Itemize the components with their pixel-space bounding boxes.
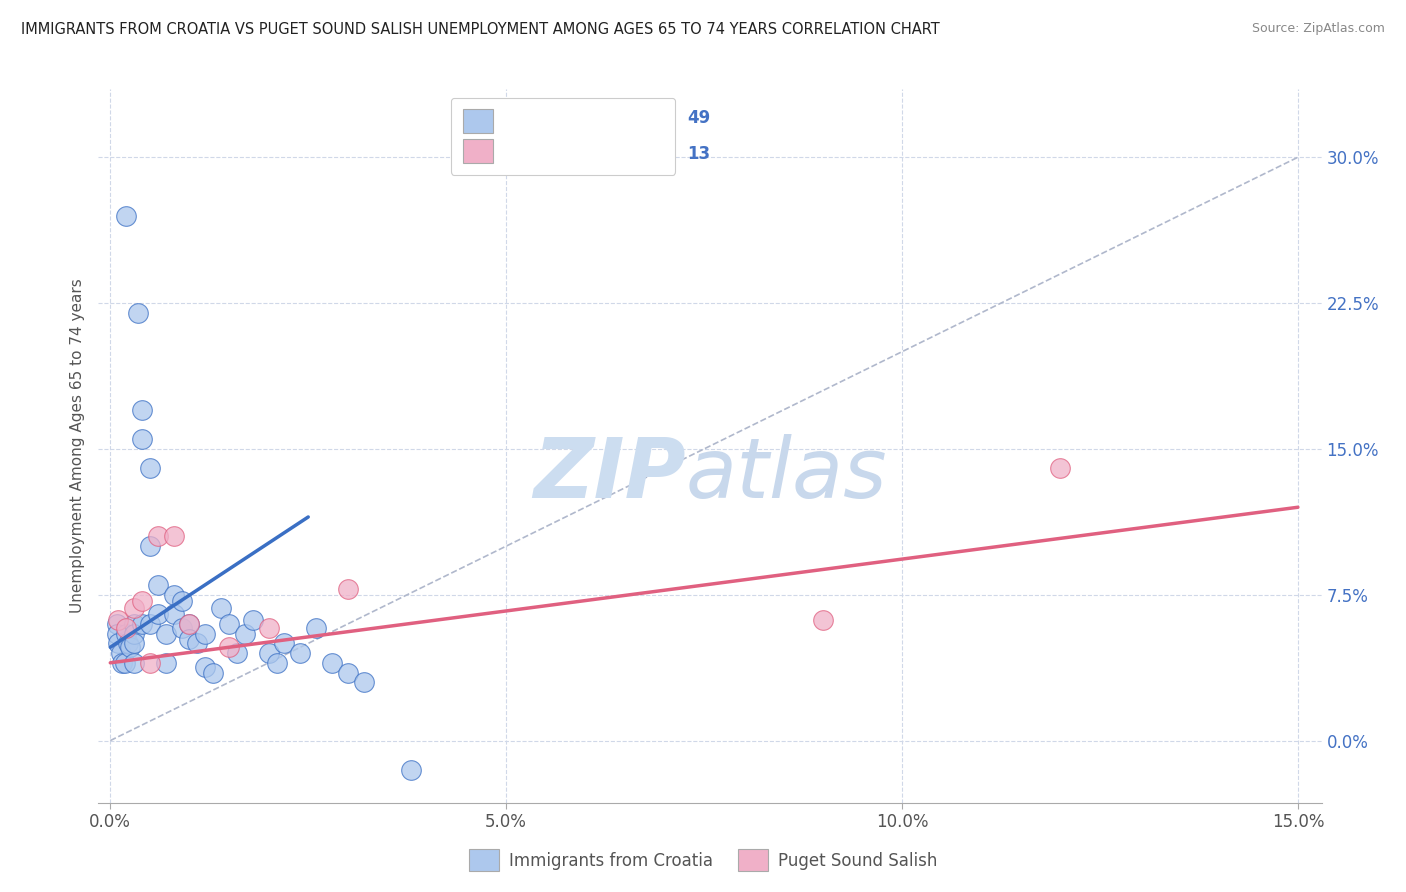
Text: 0.162: 0.162 <box>565 110 617 128</box>
Text: R =: R = <box>519 145 554 163</box>
Point <box>107 613 129 627</box>
Point <box>155 656 177 670</box>
Text: 49: 49 <box>688 110 710 128</box>
Point <box>107 636 129 650</box>
Text: 0.542: 0.542 <box>565 145 617 163</box>
Point <box>242 613 264 627</box>
Point <box>155 626 177 640</box>
Point <box>257 621 280 635</box>
Point <box>811 613 834 627</box>
Point <box>131 403 153 417</box>
Text: ZIP: ZIP <box>533 434 686 515</box>
Legend: Immigrants from Croatia, Puget Sound Salish: Immigrants from Croatia, Puget Sound Sal… <box>461 841 945 880</box>
Point <box>194 626 217 640</box>
Point <box>131 432 153 446</box>
Point <box>209 601 232 615</box>
Point <box>399 763 422 777</box>
Point <box>162 529 184 543</box>
Point <box>139 461 162 475</box>
Point <box>131 593 153 607</box>
Point <box>111 656 134 670</box>
Point <box>170 621 193 635</box>
Point <box>122 626 145 640</box>
Point <box>122 616 145 631</box>
Point <box>194 659 217 673</box>
Point <box>127 306 149 320</box>
Text: N =: N = <box>628 110 676 128</box>
Text: atlas: atlas <box>686 434 887 515</box>
Y-axis label: Unemployment Among Ages 65 to 74 years: Unemployment Among Ages 65 to 74 years <box>69 278 84 614</box>
Point <box>273 636 295 650</box>
Point <box>305 621 328 635</box>
Point <box>139 616 162 631</box>
Point <box>162 588 184 602</box>
Point <box>186 636 208 650</box>
Point <box>115 621 138 635</box>
Point <box>179 616 201 631</box>
Text: N =: N = <box>628 145 676 163</box>
Point <box>115 626 138 640</box>
Point <box>233 626 256 640</box>
Point <box>131 616 153 631</box>
Point <box>115 209 138 223</box>
Point <box>336 582 359 596</box>
Text: Source: ZipAtlas.com: Source: ZipAtlas.com <box>1251 22 1385 36</box>
Legend:                               ,                               : , <box>451 97 675 175</box>
Text: R =: R = <box>519 110 554 128</box>
Point <box>107 626 129 640</box>
Text: 13: 13 <box>688 145 710 163</box>
Point <box>122 601 145 615</box>
Text: IMMIGRANTS FROM CROATIA VS PUGET SOUND SALISH UNEMPLOYMENT AMONG AGES 65 TO 74 Y: IMMIGRANTS FROM CROATIA VS PUGET SOUND S… <box>21 22 939 37</box>
Point <box>1049 461 1071 475</box>
Point <box>146 607 169 622</box>
Point <box>105 616 128 631</box>
Point <box>139 539 162 553</box>
Point <box>114 656 136 670</box>
Point <box>139 656 162 670</box>
Point <box>146 578 169 592</box>
Point <box>336 665 359 680</box>
Point <box>110 646 132 660</box>
Point <box>257 646 280 660</box>
Point <box>122 636 145 650</box>
Point <box>353 675 375 690</box>
Point <box>170 593 193 607</box>
Point <box>179 616 201 631</box>
Point <box>146 529 169 543</box>
Point <box>122 656 145 670</box>
Point <box>218 616 240 631</box>
Point <box>202 665 225 680</box>
Point <box>218 640 240 655</box>
Point <box>120 640 142 655</box>
Point <box>162 607 184 622</box>
Point <box>266 656 288 670</box>
Point <box>321 656 343 670</box>
Point <box>290 646 312 660</box>
Point <box>226 646 249 660</box>
Point <box>117 636 139 650</box>
Point <box>179 632 201 647</box>
